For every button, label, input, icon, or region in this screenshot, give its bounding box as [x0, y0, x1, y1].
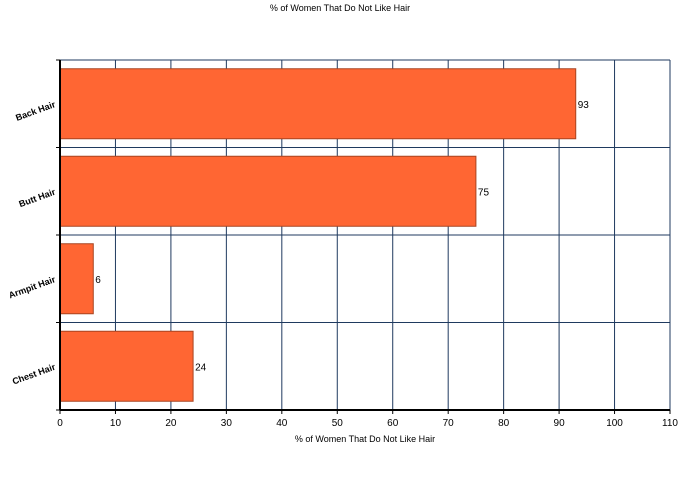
x-axis-label: % of Women That Do Not Like Hair — [294, 434, 436, 444]
chart-title: % of Women That Do Not Like Hair — [269, 3, 411, 13]
x-tick-label: 60 — [387, 418, 399, 429]
data-label: 93 — [578, 100, 590, 111]
x-tick-label: 10 — [110, 418, 122, 429]
x-tick-label: 90 — [554, 418, 566, 429]
data-label: 24 — [195, 362, 207, 373]
x-tick-label: 80 — [498, 418, 510, 429]
category-label: Armpit Hair — [7, 274, 57, 300]
data-label: 75 — [478, 187, 490, 198]
x-tick-label: 110 — [662, 418, 678, 429]
category-label: Chest Hair — [11, 362, 57, 387]
data-label-bg — [576, 96, 591, 110]
x-tick-label: 30 — [221, 418, 233, 429]
x-tick-label: 70 — [443, 418, 455, 429]
category-label: Back Hair — [14, 99, 57, 123]
x-tick-label: 20 — [165, 418, 177, 429]
x-tick-label: 100 — [606, 418, 623, 429]
data-label-bg — [476, 184, 491, 198]
data-label-bg — [194, 359, 209, 373]
category-label: Butt Hair — [18, 187, 58, 210]
bar — [59, 330, 194, 402]
data-label: 6 — [95, 275, 101, 286]
data-label-bg — [94, 271, 103, 285]
bar — [59, 155, 477, 227]
bar — [59, 68, 577, 140]
bar — [59, 243, 94, 315]
x-tick-label: 40 — [276, 418, 288, 429]
x-tick-label: 0 — [57, 418, 63, 429]
x-tick-label: 50 — [332, 418, 344, 429]
